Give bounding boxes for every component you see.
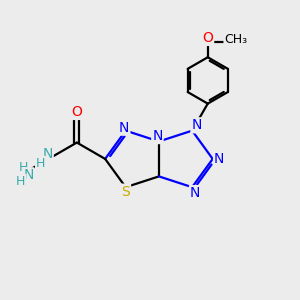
Text: O: O [202, 31, 213, 45]
Text: N: N [214, 152, 224, 166]
Text: O: O [71, 105, 82, 119]
Text: N: N [119, 121, 129, 135]
Text: N: N [42, 148, 53, 161]
Text: N: N [190, 186, 200, 200]
Text: S: S [121, 184, 130, 199]
Text: H: H [16, 175, 26, 188]
Text: H: H [19, 161, 28, 174]
Text: H: H [36, 157, 45, 170]
Text: N: N [23, 168, 34, 182]
Text: N: N [152, 129, 163, 143]
Text: N: N [191, 118, 202, 132]
Text: CH₃: CH₃ [224, 33, 248, 46]
